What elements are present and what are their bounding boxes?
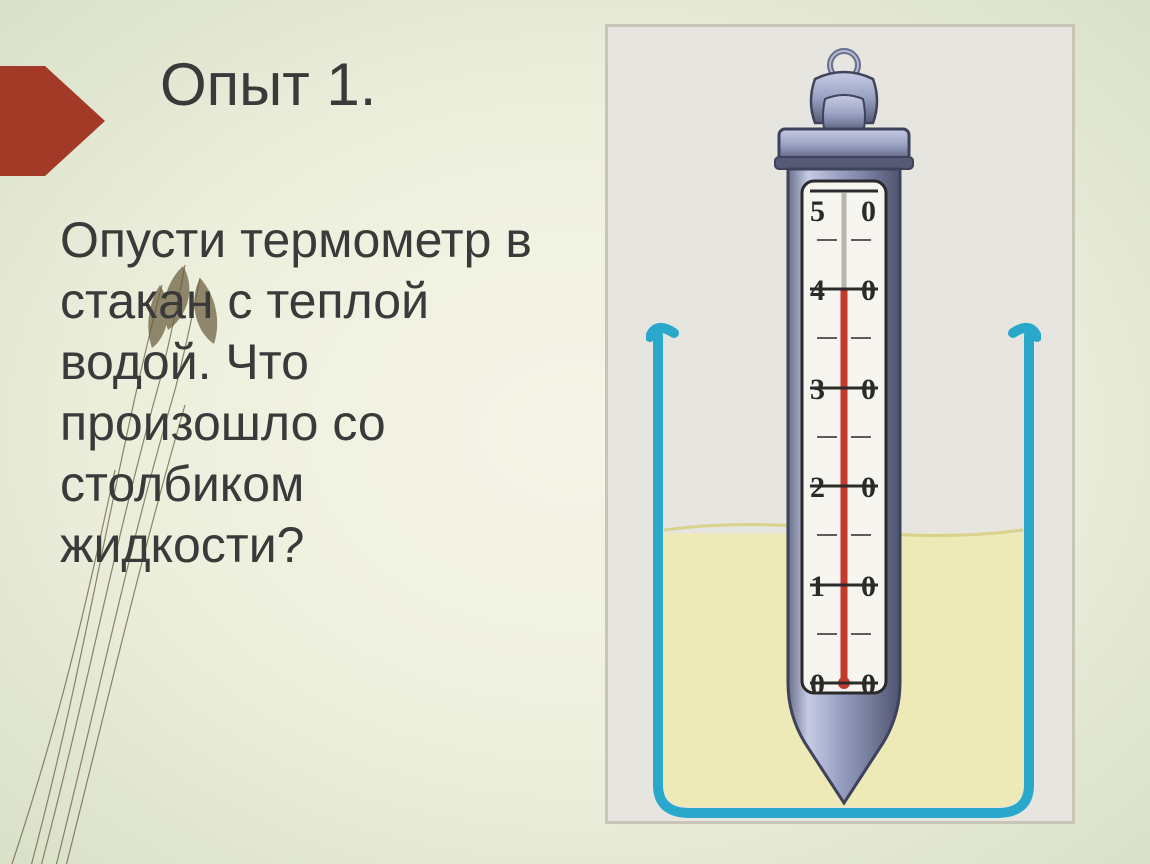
scale-label-5l: 5 [810,195,825,228]
scale-label-3l: 3 [810,373,825,406]
slide-root: Опыт 1. Опусти термометр в стакан с тепл… [0,0,1150,864]
scale-label-5r: 0 [861,195,876,228]
scale-label-1l: 1 [810,570,825,603]
slide-body: Опусти термометр в стакан с теплой водой… [60,210,540,576]
thermometer-icon: 0 0 1 0 2 0 3 0 4 0 5 0 [755,43,933,813]
accent-arrow-icon [45,66,105,176]
accent-strip [0,66,45,176]
scale-label-0-right: 0 [861,668,876,701]
scale-label-4l: 4 [810,274,825,307]
scale-label-2r: 0 [861,471,876,504]
scale-label-1r: 0 [861,570,876,603]
figure-panel: 0 0 1 0 2 0 3 0 4 0 5 0 [605,24,1075,824]
slide-title: Опыт 1. [160,50,376,119]
scale-label-4r: 0 [861,274,876,307]
scale-label-0-left: 0 [810,668,825,701]
scale-label-2l: 2 [810,471,825,504]
scale-label-3r: 0 [861,373,876,406]
